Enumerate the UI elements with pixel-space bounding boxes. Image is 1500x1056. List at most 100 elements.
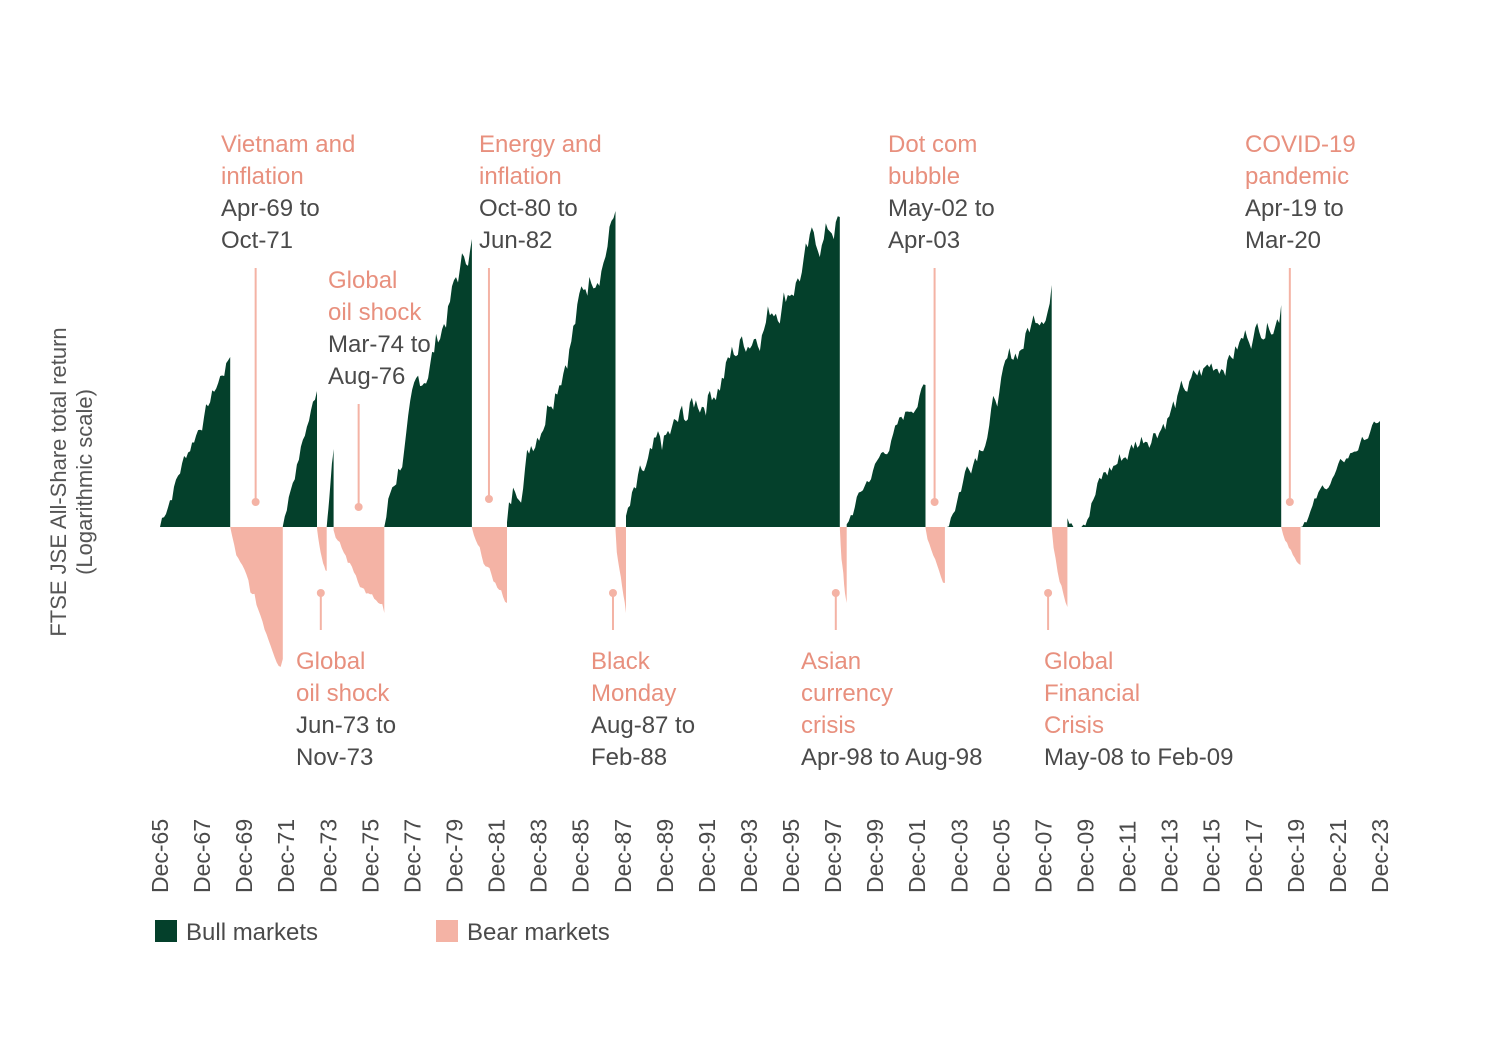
annotation-dates: Oct-71 [221, 227, 293, 254]
x-tick-label: Dec-05 [988, 819, 1014, 893]
annotation-title: currency [801, 680, 893, 707]
x-tick-label: Dec-79 [442, 819, 468, 893]
annotation-title: Crisis [1044, 712, 1104, 739]
annotation-title: COVID-19 [1245, 131, 1356, 158]
x-tick-label: Dec-87 [610, 819, 636, 893]
x-tick-label: Dec-75 [357, 819, 383, 893]
x-tick-label: Dec-77 [399, 819, 425, 893]
x-tick-label: Dec-91 [694, 819, 720, 893]
bull-market-area-9 [1300, 421, 1380, 527]
annotation: Dot com bubble May-02 to Apr-03 [888, 131, 995, 506]
x-tick-label: Dec-67 [189, 819, 215, 893]
x-tick-label: Dec-15 [1199, 819, 1225, 893]
x-axis-ticks: Dec-65 Dec-67 Dec-69 Dec-71 Dec-73 Dec-75 Dec-… [147, 819, 1393, 893]
bull-market-area-2 [326, 449, 334, 527]
y-axis-subtitle: (Logarithmic scale) [72, 389, 97, 575]
annotation-title: Global [1044, 648, 1113, 675]
annotations: Vietnam and inflation Apr-69 to Oct-71 Globa… [221, 131, 1356, 771]
annotation-title: Asian [801, 648, 861, 675]
annotation-dot [316, 589, 325, 597]
annotation: Global Financial Crisis May-08 to Feb-09 [1044, 589, 1233, 771]
annotation-title: Energy and [479, 131, 602, 158]
x-tick-label: Dec-95 [778, 819, 804, 893]
x-tick-label: Dec-73 [315, 819, 341, 893]
annotation-title: inflation [221, 163, 304, 190]
y-axis-title: FTSE JSE All-Share total return [46, 327, 71, 636]
annotation-dates: May-02 to [888, 195, 995, 222]
annotation-dates: Jun-73 to [296, 712, 396, 739]
annotation-dot [1285, 498, 1294, 506]
legend: Bull markets Bear markets [155, 919, 610, 946]
legend-swatch-bear [436, 920, 458, 942]
bear-market-area-0 [230, 527, 283, 667]
legend-label-bear: Bear markets [467, 919, 610, 946]
y-axis-label: FTSE JSE All-Share total return (Logarit… [46, 327, 97, 636]
annotation-title: inflation [479, 163, 562, 190]
x-tick-label: Dec-11 [1115, 821, 1141, 893]
annotation-dot [484, 495, 493, 503]
annotation-dot [608, 589, 617, 597]
bull-market-area-6 [846, 384, 926, 527]
annotation: Asian currency crisis Apr-98 to Aug-98 [801, 589, 982, 771]
annotation-dates: Apr-98 to Aug-98 [801, 744, 982, 771]
annotation-title: Dot com [888, 131, 977, 158]
x-tick-label: Dec-03 [946, 819, 972, 893]
x-tick-label: Dec-01 [904, 819, 930, 893]
market-areas [160, 211, 1380, 667]
x-tick-label: Dec-85 [568, 819, 594, 893]
x-tick-label: Dec-65 [147, 819, 173, 893]
bull-market-area-5 [626, 216, 840, 527]
x-tick-label: Dec-23 [1367, 819, 1393, 893]
legend-label-bull: Bull markets [186, 919, 318, 946]
x-tick-label: Dec-13 [1157, 819, 1183, 893]
bear-market-area-5 [839, 527, 847, 603]
annotation: COVID-19 pandemic Apr-19 to Mar-20 [1245, 131, 1356, 506]
annotation-dates: Apr-69 to [221, 195, 320, 222]
annotation-dates: Apr-03 [888, 227, 960, 254]
annotation-title: Financial [1044, 680, 1140, 707]
annotation-dates: May-08 to Feb-09 [1044, 744, 1233, 771]
annotation: Global oil shock Mar-74 to Aug-76 [328, 267, 431, 511]
annotation-title: Black [591, 648, 651, 675]
annotation-dates: Apr-19 to [1245, 195, 1344, 222]
x-tick-label: Dec-93 [736, 819, 762, 893]
annotation-dates: Mar-74 to [328, 331, 431, 358]
annotation-dates: Oct-80 to [479, 195, 578, 222]
annotation: Energy and inflation Oct-80 to Jun-82 [479, 131, 602, 503]
annotation-title: Global [296, 648, 365, 675]
bull-market-area-1 [282, 391, 317, 527]
annotation: Global oil shock Jun-73 to Nov-73 [296, 589, 396, 771]
annotation: Black Monday Aug-87 to Feb-88 [591, 589, 695, 771]
x-tick-label: Dec-99 [862, 819, 888, 893]
annotation-dot [354, 503, 363, 511]
bull-market-area-4 [507, 211, 616, 527]
legend-swatch-bull [155, 920, 177, 942]
bull-market-area-8 [1067, 305, 1282, 527]
annotation-title: bubble [888, 163, 960, 190]
annotation-dot [831, 589, 840, 597]
annotation-dot [1044, 589, 1053, 597]
x-tick-label: Dec-07 [1030, 819, 1056, 893]
bear-market-area-4 [615, 527, 626, 613]
bull-market-area-7 [944, 285, 1052, 527]
x-tick-label: Dec-69 [231, 819, 257, 893]
annotation-dot [251, 498, 260, 506]
bear-market-area-2 [333, 527, 385, 613]
annotation-dates: Aug-76 [328, 363, 405, 390]
annotation-dates: Jun-82 [479, 227, 552, 254]
bull-market-area-3 [384, 239, 472, 527]
annotation-title: crisis [801, 712, 856, 739]
bear-market-area-7 [1051, 527, 1068, 607]
annotation-dates: Nov-73 [296, 744, 373, 771]
bull-market-area-0 [160, 357, 231, 527]
x-tick-label: Dec-89 [652, 819, 678, 893]
annotation-title: oil shock [296, 680, 390, 707]
annotation-title: Global [328, 267, 397, 294]
annotation-dates: Feb-88 [591, 744, 667, 771]
bear-market-area-8 [1281, 527, 1301, 565]
x-tick-label: Dec-97 [820, 819, 846, 893]
bear-market-area-1 [317, 527, 327, 571]
annotation-dot [930, 498, 939, 506]
annotation-title: oil shock [328, 299, 422, 326]
